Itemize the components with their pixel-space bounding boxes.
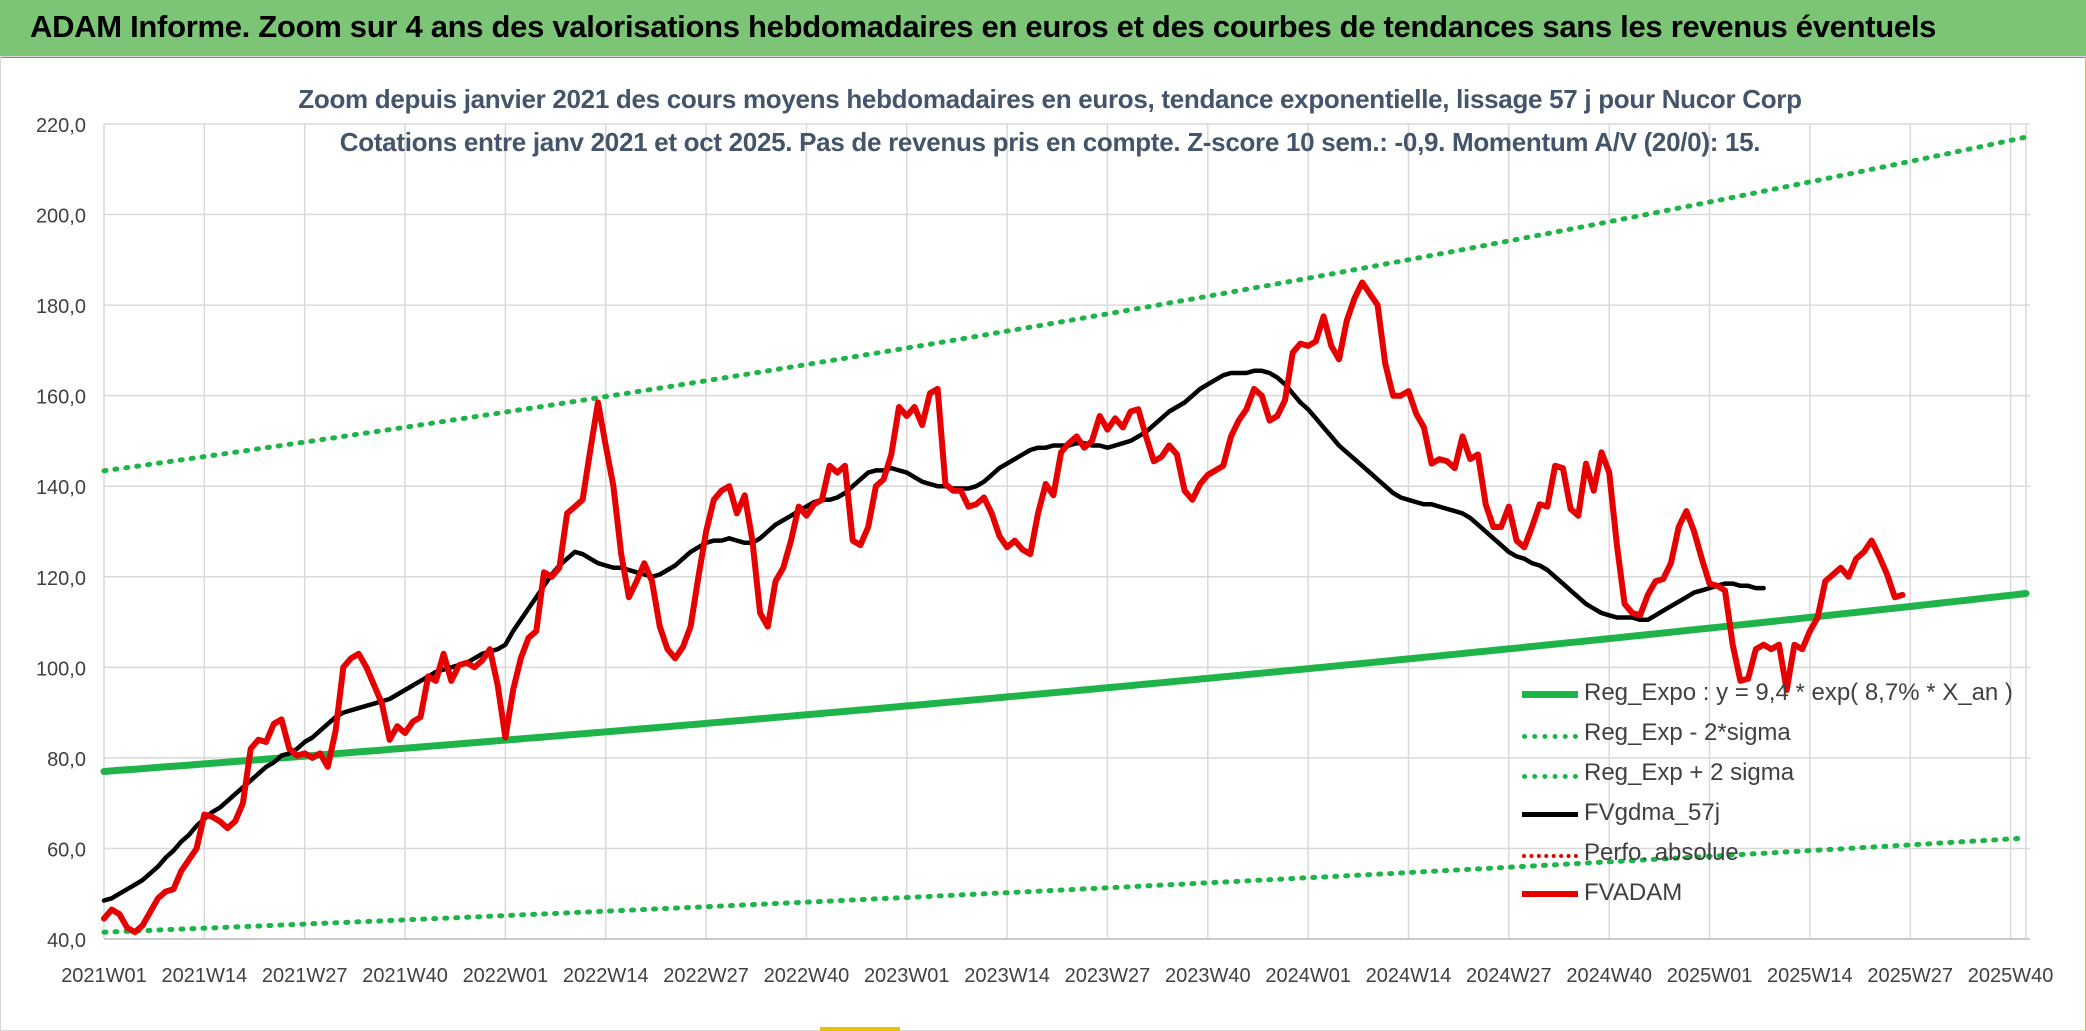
y-tick-label: 40,0 — [47, 930, 86, 952]
chart-title: Zoom depuis janvier 2021 des cours moyen… — [298, 84, 1802, 114]
legend-item-reg-exp-plus: Reg_Exp + 2 sigma — [1512, 756, 1992, 796]
y-tick-label: 180,0 — [36, 296, 86, 318]
x-tick-label: 2021W27 — [262, 965, 348, 987]
y-tick-label: 200,0 — [36, 206, 86, 228]
x-tick-label: 2024W27 — [1466, 965, 1552, 987]
x-tick-label: 2022W14 — [563, 965, 649, 987]
x-tick-label: 2022W40 — [764, 965, 850, 987]
legend-swatch-reg-expo — [1522, 691, 1578, 698]
y-tick-label: 60,0 — [47, 839, 86, 861]
y-tick-label: 160,0 — [36, 387, 86, 409]
x-tick-label: 2024W14 — [1366, 965, 1452, 987]
x-tick-label: 2023W14 — [964, 965, 1050, 987]
x-tick-label: 2025W40 — [1968, 965, 2054, 987]
legend-swatch-perfo — [1522, 854, 1578, 858]
series-fvadam — [101, 279, 1906, 936]
y-tick-label: 140,0 — [36, 477, 86, 499]
series-reg-expo — [100, 590, 2030, 775]
x-tick-label: 2021W01 — [61, 965, 147, 987]
legend-swatch-fvadam — [1522, 891, 1578, 897]
y-tick-label: 220,0 — [36, 115, 86, 137]
x-tick-label: 2021W14 — [162, 965, 248, 987]
chart-subtitle: Cotations entre janv 2021 et oct 2025. P… — [339, 127, 1761, 157]
series-reg-exp-plus — [101, 134, 2029, 474]
report-title: ADAM Informe. Zoom sur 4 ans des valoris… — [30, 9, 1937, 44]
x-tick-label: 2024W01 — [1265, 965, 1351, 987]
x-tick-label: 2025W01 — [1667, 965, 1753, 987]
x-tick-label: 2023W27 — [1065, 965, 1151, 987]
y-tick-label: 80,0 — [47, 749, 86, 771]
x-tick-label: 2022W01 — [463, 965, 549, 987]
legend-swatch-reg-exp-plus — [1522, 774, 1578, 779]
legend-item-reg-expo: Reg_Expo : y = 9,4 * exp( 8,7% * X_an ) — [1512, 676, 2013, 716]
series-reg-exp-minus — [101, 835, 2029, 935]
legend-label-fvadam: FVADAM — [1584, 879, 1683, 906]
legend-item-fvadam: FVADAM — [1512, 876, 1992, 916]
legend-label-reg-exp-plus: Reg_Exp + 2 sigma — [1584, 759, 1795, 786]
legend-swatch-fvgdma — [1522, 812, 1578, 817]
legend-label-perfo: Perfo. absolue — [1584, 839, 1739, 866]
y-tick-label: 100,0 — [36, 658, 86, 680]
x-tick-label: 2021W40 — [362, 965, 448, 987]
x-tick-label: 2022W27 — [663, 965, 749, 987]
legend-label-reg-expo: Reg_Expo : y = 9,4 * exp( 8,7% * X_an ) — [1584, 679, 2013, 706]
chart-legend: Reg_Expo : y = 9,4 * exp( 8,7% * X_an ) … — [1512, 676, 2013, 916]
x-tick-label: 2023W01 — [864, 965, 950, 987]
x-tick-label: 2024W40 — [1566, 965, 1652, 987]
legend-item-reg-exp-minus: Reg_Exp - 2*sigma — [1512, 716, 1992, 756]
x-tick-label: 2025W27 — [1867, 965, 1953, 987]
header-banner: ADAM Informe. Zoom sur 4 ans des valoris… — [0, 0, 2086, 58]
y-tick-label: 120,0 — [36, 568, 86, 590]
bottom-accent — [820, 1027, 900, 1031]
legend-swatch-reg-exp-minus — [1522, 734, 1578, 739]
x-tick-label: 2025W14 — [1767, 965, 1853, 987]
legend-label-reg-exp-minus: Reg_Exp - 2*sigma — [1584, 719, 1791, 746]
legend-label-fvgdma: FVgdma_57j — [1584, 799, 1721, 826]
x-tick-label: 2023W40 — [1165, 965, 1251, 987]
legend-item-fvgdma: FVgdma_57j — [1512, 796, 1992, 836]
legend-item-perfo: Perfo. absolue — [1512, 836, 1992, 876]
